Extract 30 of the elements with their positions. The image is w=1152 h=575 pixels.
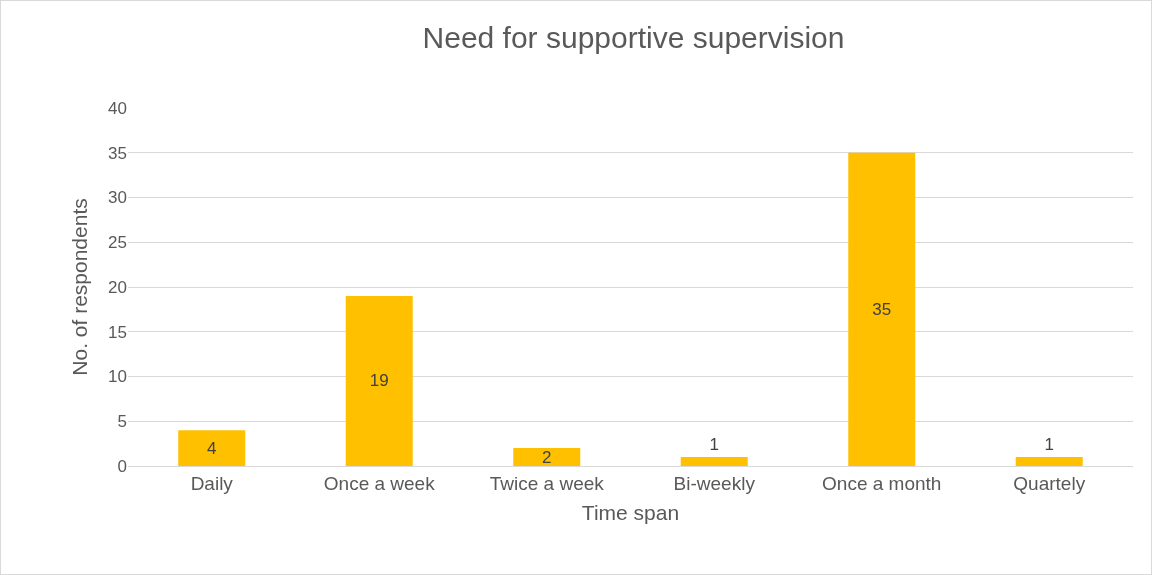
data-label: 19 bbox=[369, 371, 389, 391]
y-tick-label: 35 bbox=[108, 143, 127, 163]
y-tick-label: 30 bbox=[108, 188, 127, 208]
chart-title: Need for supportive supervision bbox=[422, 20, 845, 54]
x-tick-label: Daily bbox=[190, 472, 234, 494]
y-tick-label: 0 bbox=[117, 456, 127, 476]
data-label: 1 bbox=[709, 435, 719, 455]
bar bbox=[1015, 457, 1083, 466]
bar bbox=[178, 430, 246, 466]
y-tick-label: 20 bbox=[108, 277, 127, 297]
x-tick-label: Quartely bbox=[1013, 472, 1086, 494]
bar bbox=[513, 448, 581, 466]
y-tick-label: 15 bbox=[108, 322, 127, 342]
data-label: 1 bbox=[1044, 435, 1054, 455]
y-tick-label: 5 bbox=[117, 412, 127, 432]
x-tick-label: Twice a week bbox=[489, 472, 605, 494]
data-label: 35 bbox=[872, 299, 892, 319]
y-tick-label: 40 bbox=[108, 98, 127, 118]
y-tick-label: 10 bbox=[108, 367, 127, 387]
y-axis-title: No. of respondents bbox=[68, 198, 92, 376]
data-label: 2 bbox=[542, 447, 552, 467]
x-axis-title: Time span bbox=[581, 501, 680, 524]
x-tick-label: Bi-weekly bbox=[673, 472, 756, 494]
bar bbox=[680, 457, 748, 466]
x-tick-label: Once a month bbox=[822, 472, 942, 494]
data-label: 4 bbox=[207, 438, 217, 458]
bar bbox=[345, 295, 413, 466]
bar bbox=[848, 152, 916, 466]
y-tick-label: 25 bbox=[108, 233, 127, 253]
x-tick-label: Once a week bbox=[323, 472, 436, 494]
